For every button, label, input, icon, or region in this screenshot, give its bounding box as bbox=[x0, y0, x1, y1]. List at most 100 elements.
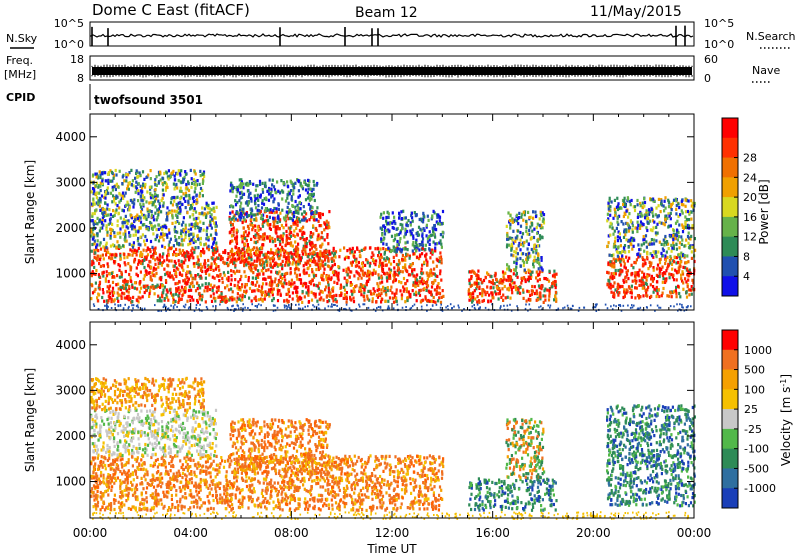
power-cell bbox=[389, 262, 393, 266]
power-cell bbox=[555, 272, 558, 276]
power-cell bbox=[530, 236, 533, 240]
power-cell bbox=[315, 267, 318, 272]
power-cell bbox=[533, 285, 536, 289]
power-cell bbox=[286, 292, 289, 296]
power-cell bbox=[194, 186, 197, 190]
power-cell bbox=[347, 268, 350, 272]
power-cell bbox=[405, 252, 408, 256]
power-cell bbox=[665, 279, 668, 283]
power-cell bbox=[547, 279, 551, 283]
power-cell bbox=[640, 212, 643, 216]
power-cell bbox=[247, 279, 250, 283]
power-cell bbox=[148, 185, 151, 189]
power-cell bbox=[426, 299, 429, 303]
power-cell bbox=[191, 284, 194, 288]
power-cell bbox=[664, 196, 667, 200]
power-cell bbox=[99, 175, 102, 180]
power-cell bbox=[92, 222, 95, 226]
power-cell bbox=[139, 235, 142, 239]
power-cell bbox=[236, 296, 239, 300]
power-cell bbox=[532, 262, 535, 266]
power-cell bbox=[271, 178, 274, 182]
power-cell bbox=[625, 255, 628, 259]
power-cell bbox=[660, 294, 663, 298]
power-cell bbox=[640, 280, 643, 284]
power-cell bbox=[241, 247, 244, 251]
power-cell bbox=[439, 233, 442, 237]
power-cell bbox=[118, 293, 121, 297]
power-cell bbox=[675, 278, 678, 282]
power-cell bbox=[627, 250, 631, 254]
power-cell bbox=[124, 214, 127, 218]
power-cell bbox=[656, 231, 659, 235]
power-cell bbox=[429, 269, 432, 273]
power-cell bbox=[293, 214, 296, 219]
power-cell bbox=[656, 222, 659, 226]
power-cell bbox=[128, 297, 131, 301]
power-cell bbox=[234, 203, 238, 207]
power-cell bbox=[430, 285, 434, 289]
power-cell bbox=[279, 293, 282, 297]
power-cell bbox=[406, 240, 409, 244]
power-cell bbox=[645, 293, 648, 297]
power-cell bbox=[387, 257, 391, 261]
power-cell bbox=[178, 263, 181, 267]
power-cell bbox=[345, 283, 348, 287]
power-cell bbox=[128, 231, 131, 235]
power-cell bbox=[145, 249, 148, 253]
power-cell bbox=[126, 283, 129, 287]
power-cell bbox=[172, 244, 175, 248]
power-cell bbox=[180, 229, 183, 233]
power-cell bbox=[242, 247, 245, 251]
power-cell bbox=[256, 280, 259, 284]
power-cell bbox=[113, 298, 116, 302]
power-cell bbox=[179, 186, 182, 190]
power-cell bbox=[143, 185, 147, 189]
power-cell bbox=[105, 250, 108, 254]
power-cell bbox=[255, 217, 258, 221]
power-cell bbox=[192, 178, 196, 182]
power-cell bbox=[224, 286, 227, 290]
power-cell bbox=[202, 179, 205, 183]
power-cell bbox=[387, 299, 390, 303]
power-cell bbox=[259, 227, 262, 231]
power-cell bbox=[301, 187, 305, 191]
power-cell bbox=[662, 222, 665, 226]
power-cell bbox=[245, 258, 248, 262]
power-cell bbox=[271, 240, 274, 244]
power-cell bbox=[336, 281, 339, 285]
power-cell bbox=[687, 260, 690, 264]
power-cell bbox=[210, 208, 213, 212]
power-cell bbox=[608, 225, 611, 229]
power-cell bbox=[240, 185, 243, 189]
power-cell bbox=[682, 281, 685, 285]
power-cell bbox=[279, 234, 283, 238]
power-cell bbox=[173, 174, 176, 178]
power-cell bbox=[297, 259, 300, 263]
power-cell bbox=[207, 203, 210, 207]
power-cell bbox=[688, 210, 691, 215]
power-cell bbox=[651, 229, 654, 233]
power-cell bbox=[664, 254, 667, 258]
power-cell bbox=[190, 295, 193, 299]
power-cell bbox=[127, 262, 130, 266]
power-cell bbox=[532, 216, 535, 220]
power-cell bbox=[196, 198, 199, 202]
power-cell bbox=[261, 285, 264, 289]
power-cell bbox=[232, 261, 235, 266]
power-cell bbox=[540, 287, 543, 291]
power-cell bbox=[285, 229, 288, 234]
power-cell bbox=[117, 293, 120, 297]
power-cell bbox=[92, 202, 95, 206]
power-cell bbox=[151, 245, 154, 249]
power-cell bbox=[634, 286, 637, 290]
power-cell bbox=[178, 189, 182, 193]
power-cell bbox=[178, 298, 181, 303]
power-cell bbox=[402, 247, 405, 251]
power-cell bbox=[391, 211, 394, 215]
power-cell bbox=[278, 289, 281, 293]
power-cell bbox=[260, 263, 263, 267]
power-cell bbox=[278, 191, 282, 195]
power-cell bbox=[205, 237, 208, 241]
power-cell bbox=[171, 214, 174, 218]
